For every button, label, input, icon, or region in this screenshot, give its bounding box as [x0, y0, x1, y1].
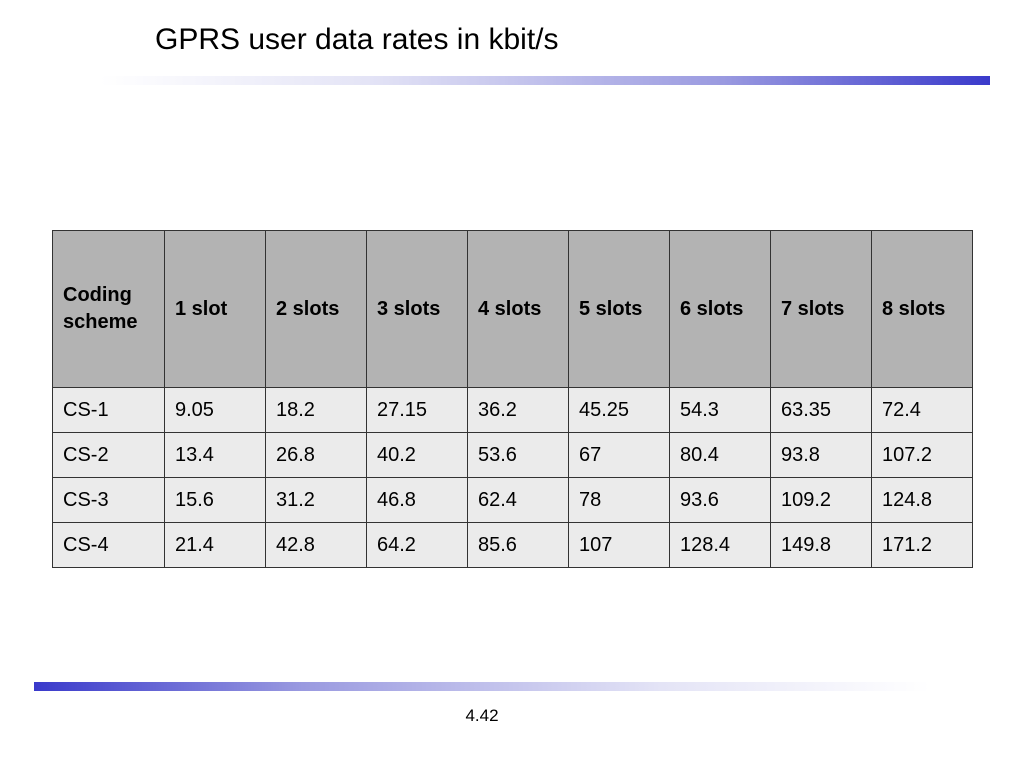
table-cell: 45.25: [568, 387, 670, 433]
title-underline-bar: [100, 76, 990, 85]
header-cell-7-slots: 7 slots: [770, 230, 872, 388]
table-cell: 149.8: [770, 522, 872, 568]
table-cell: 63.35: [770, 387, 872, 433]
header-cell-4-slots: 4 slots: [467, 230, 569, 388]
header-cell-6-slots: 6 slots: [669, 230, 771, 388]
data-rates-table: Coding scheme 1 slot 2 slots 3 slots 4 s…: [52, 230, 973, 568]
header-cell-1-slot: 1 slot: [164, 230, 266, 388]
table-cell: CS-1: [52, 387, 165, 433]
table-cell: 27.15: [366, 387, 468, 433]
table-cell: 109.2: [770, 477, 872, 523]
header-cell-5-slots: 5 slots: [568, 230, 670, 388]
page-number: 4.42: [465, 706, 499, 725]
table-cell: 93.6: [669, 477, 771, 523]
table-row: CS-2 13.4 26.8 40.2 53.6 67 80.4 93.8 10…: [52, 432, 973, 478]
table-cell: 46.8: [366, 477, 468, 523]
table-row: CS-1 9.05 18.2 27.15 36.2 45.25 54.3 63.…: [52, 387, 973, 433]
table-cell: 124.8: [871, 477, 973, 523]
table-row: CS-3 15.6 31.2 46.8 62.4 78 93.6 109.2 1…: [52, 477, 973, 523]
table-cell: CS-4: [52, 522, 165, 568]
table-header: Coding scheme 1 slot 2 slots 3 slots 4 s…: [52, 230, 973, 388]
table-cell: 40.2: [366, 432, 468, 478]
table-cell: 18.2: [265, 387, 367, 433]
table-cell: 54.3: [669, 387, 771, 433]
table-cell: 26.8: [265, 432, 367, 478]
header-cell-8-slots: 8 slots: [871, 230, 973, 388]
table-cell: 53.6: [467, 432, 569, 478]
table-cell: 80.4: [669, 432, 771, 478]
table-cell: 93.8: [770, 432, 872, 478]
table-cell: 67: [568, 432, 670, 478]
slide-title: GPRS user data rates in kbit/s: [155, 23, 559, 56]
header-cell-coding-scheme: Coding scheme: [52, 230, 165, 388]
table-cell: CS-3: [52, 477, 165, 523]
table-cell: 42.8: [265, 522, 367, 568]
table-cell: 171.2: [871, 522, 973, 568]
table-body: CS-1 9.05 18.2 27.15 36.2 45.25 54.3 63.…: [52, 387, 973, 568]
table-cell: 21.4: [164, 522, 266, 568]
table-cell: CS-2: [52, 432, 165, 478]
table-row: CS-4 21.4 42.8 64.2 85.6 107 128.4 149.8…: [52, 522, 973, 568]
table-cell: 78: [568, 477, 670, 523]
table-cell: 13.4: [164, 432, 266, 478]
table-cell: 107: [568, 522, 670, 568]
table-cell: 9.05: [164, 387, 266, 433]
table-cell: 72.4: [871, 387, 973, 433]
table-cell: 64.2: [366, 522, 468, 568]
table-cell: 107.2: [871, 432, 973, 478]
table-cell: 31.2: [265, 477, 367, 523]
table-cell: 85.6: [467, 522, 569, 568]
header-cell-2-slots: 2 slots: [265, 230, 367, 388]
table-cell: 128.4: [669, 522, 771, 568]
table-cell: 15.6: [164, 477, 266, 523]
table-cell: 36.2: [467, 387, 569, 433]
table-header-row: Coding scheme 1 slot 2 slots 3 slots 4 s…: [52, 230, 973, 388]
table-cell: 62.4: [467, 477, 569, 523]
header-cell-3-slots: 3 slots: [366, 230, 468, 388]
footer-bar: [34, 682, 930, 691]
